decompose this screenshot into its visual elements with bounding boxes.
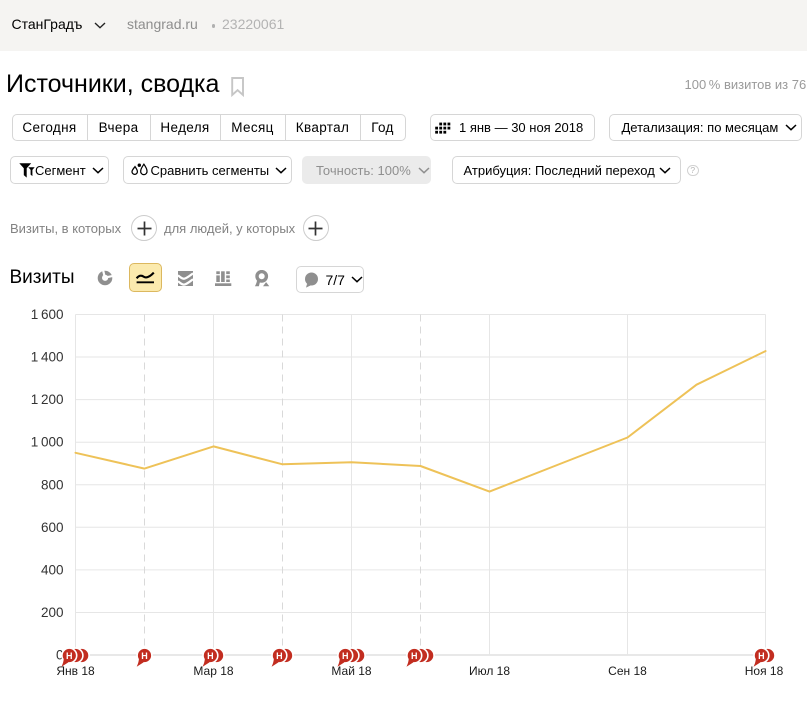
svg-text:1 000: 1 000 xyxy=(31,435,64,450)
svg-text:Н: Н xyxy=(207,651,214,661)
svg-text:Июл 18: Июл 18 xyxy=(469,664,510,678)
svg-text:Ноя 18: Ноя 18 xyxy=(745,664,784,678)
svg-text:Янв 18: Янв 18 xyxy=(56,664,95,678)
svg-text:400: 400 xyxy=(41,562,64,577)
svg-text:Май 18: Май 18 xyxy=(331,664,372,678)
svg-text:600: 600 xyxy=(41,520,64,535)
svg-text:Н: Н xyxy=(411,651,418,661)
svg-text:Н: Н xyxy=(276,651,283,661)
svg-text:0: 0 xyxy=(56,648,64,663)
svg-text:1 400: 1 400 xyxy=(31,350,64,365)
svg-text:Н: Н xyxy=(758,651,765,661)
svg-text:1 200: 1 200 xyxy=(31,392,64,407)
svg-text:Сен 18: Сен 18 xyxy=(608,664,647,678)
svg-text:200: 200 xyxy=(41,605,64,620)
svg-text:Н: Н xyxy=(141,651,148,661)
svg-text:Мар 18: Мар 18 xyxy=(193,664,233,678)
svg-text:1 600: 1 600 xyxy=(31,307,64,322)
svg-text:Н: Н xyxy=(66,651,73,661)
svg-text:Н: Н xyxy=(342,651,349,661)
svg-text:800: 800 xyxy=(41,477,64,492)
